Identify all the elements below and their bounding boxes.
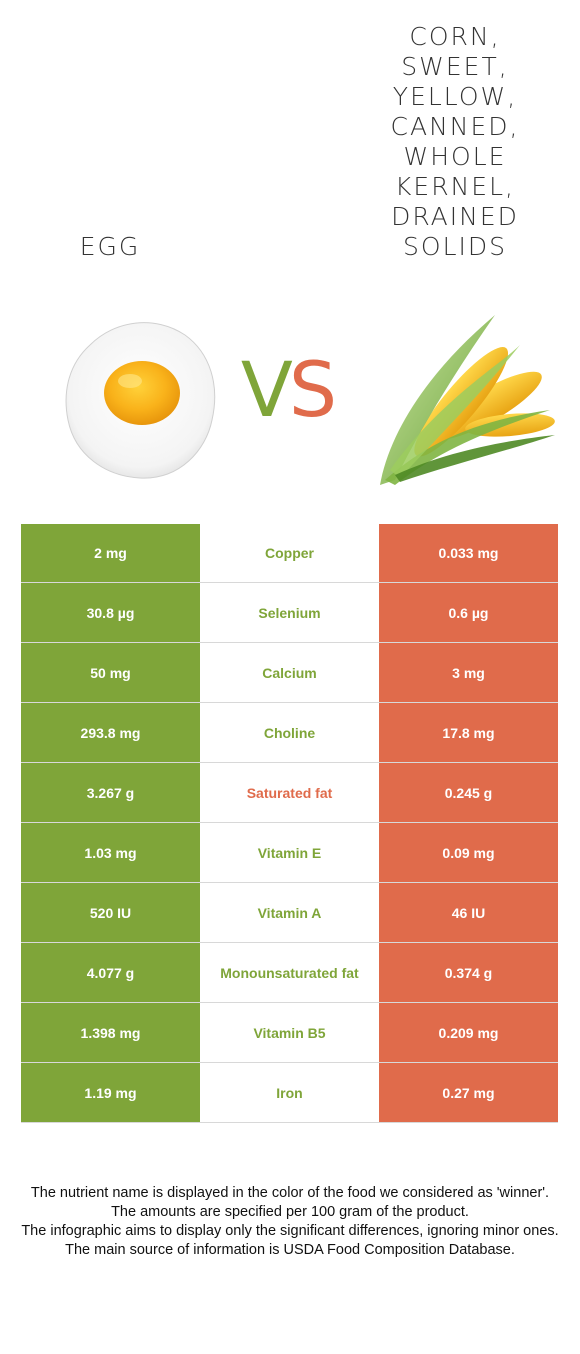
- nutrient-name: Vitamin E: [200, 823, 379, 882]
- nutrient-name: Selenium: [200, 583, 379, 642]
- corn-value: 0.209 mg: [379, 1003, 558, 1062]
- table-row: 30.8 µg Selenium 0.6 µg: [21, 583, 558, 643]
- egg-value: 1.19 mg: [21, 1063, 200, 1122]
- egg-value: 50 mg: [21, 643, 200, 702]
- fried-egg-image: [65, 322, 216, 479]
- egg-value: 293.8 mg: [21, 703, 200, 762]
- nutrient-name: Monounsaturated fat: [200, 943, 379, 1002]
- nutrient-name: Saturated fat: [200, 763, 379, 822]
- corn-value: 0.245 g: [379, 763, 558, 822]
- vs-label: VS: [222, 350, 352, 430]
- food-images: VS: [0, 300, 580, 500]
- table-row: 520 IU Vitamin A 46 IU: [21, 883, 558, 943]
- nutrient-name: Vitamin B5: [200, 1003, 379, 1062]
- egg-value: 30.8 µg: [21, 583, 200, 642]
- right-food-title: Corn, sweet, yellow, canned, whole kerne…: [390, 22, 520, 261]
- corn-value: 0.033 mg: [379, 524, 558, 582]
- table-row: 293.8 mg Choline 17.8 mg: [21, 703, 558, 763]
- corn-value: 0.374 g: [379, 943, 558, 1002]
- corn-value: 0.27 mg: [379, 1063, 558, 1122]
- corn-value: 0.6 µg: [379, 583, 558, 642]
- vs-v-letter: V: [240, 345, 293, 434]
- corn-cob-image: [380, 315, 555, 485]
- nutrient-name: Vitamin A: [200, 883, 379, 942]
- egg-value: 2 mg: [21, 524, 200, 582]
- nutrient-name: Iron: [200, 1063, 379, 1122]
- footer-notes: The nutrient name is displayed in the co…: [20, 1184, 560, 1260]
- footer-line-3: The infographic aims to display only the…: [21, 1223, 559, 1239]
- table-row: 4.077 g Monounsaturated fat 0.374 g: [21, 943, 558, 1003]
- footer-line-4: The main source of information is USDA F…: [65, 1242, 515, 1258]
- left-food-title: Egg: [79, 232, 141, 261]
- corn-value: 46 IU: [379, 883, 558, 942]
- corn-value: 17.8 mg: [379, 703, 558, 762]
- footer-line-1: The nutrient name is displayed in the co…: [30, 1185, 550, 1201]
- egg-value: 4.077 g: [21, 943, 200, 1002]
- table-row: 1.03 mg Vitamin E 0.09 mg: [21, 823, 558, 883]
- header: Egg Corn, sweet, yellow, canned, whole k…: [0, 0, 580, 270]
- nutrient-name: Choline: [200, 703, 379, 762]
- nutrient-name: Calcium: [200, 643, 379, 702]
- table-row: 1.19 mg Iron 0.27 mg: [21, 1063, 558, 1123]
- corn-value: 3 mg: [379, 643, 558, 702]
- footer-line-2: The amounts are specified per 100 gram o…: [111, 1204, 469, 1220]
- egg-value: 1.398 mg: [21, 1003, 200, 1062]
- egg-value: 1.03 mg: [21, 823, 200, 882]
- table-row: 2 mg Copper 0.033 mg: [21, 524, 558, 583]
- egg-value: 520 IU: [21, 883, 200, 942]
- corn-value: 0.09 mg: [379, 823, 558, 882]
- table-row: 1.398 mg Vitamin B5 0.209 mg: [21, 1003, 558, 1063]
- comparison-table: 2 mg Copper 0.033 mg 30.8 µg Selenium 0.6 µg 5…: [21, 524, 558, 1123]
- vs-s-letter: S: [288, 345, 337, 434]
- table-row: 50 mg Calcium 3 mg: [21, 643, 558, 703]
- nutrient-name: Copper: [200, 524, 379, 582]
- table-row: 3.267 g Saturated fat 0.245 g: [21, 763, 558, 823]
- egg-value: 3.267 g: [21, 763, 200, 822]
